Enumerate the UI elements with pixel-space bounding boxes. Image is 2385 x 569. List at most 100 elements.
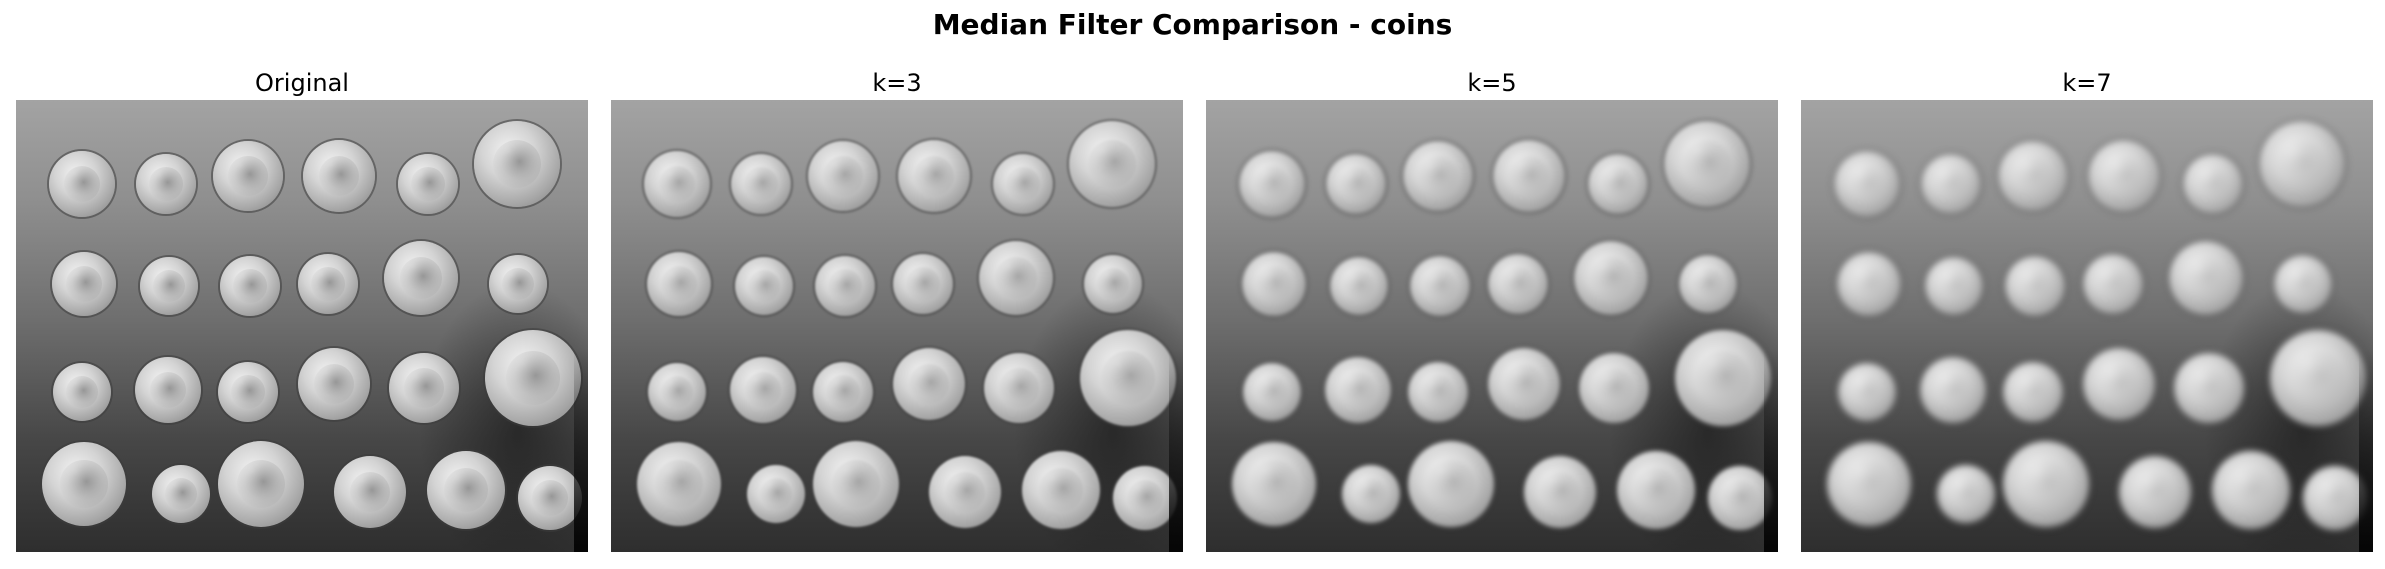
coin [1113,466,1177,530]
coin [2270,330,2366,426]
panel-original: Original [16,66,588,552]
coin [735,257,793,315]
coin [152,465,210,523]
coin [1524,456,1596,528]
coin [2274,255,2332,313]
coin [730,357,796,423]
coin [1488,348,1560,420]
coin [398,154,458,214]
coin [1588,154,1648,214]
coin [389,353,459,423]
coin [2259,121,2345,207]
coin [1408,362,1468,422]
coin [2003,362,2063,422]
coin [1242,252,1306,316]
coin [893,348,965,420]
coin [1998,141,2068,211]
coin [993,154,1053,214]
coin [2303,466,2367,530]
coin [218,362,278,422]
coin [1239,151,1305,217]
coin [1708,466,1772,530]
coin [2212,451,2290,529]
coin [1326,154,1386,214]
panel-k3: k=3 [611,66,1183,552]
coin [1243,363,1301,421]
coin [1232,442,1316,526]
coins-image [611,100,1183,552]
coin [637,442,721,526]
coin [929,456,1001,528]
coin [298,348,370,420]
coin [1579,353,1649,423]
coin [1069,121,1155,207]
figure-title: Median Filter Comparison - coins [932,8,1453,41]
coin [49,151,115,217]
coin [485,330,581,426]
coin [2183,154,2243,214]
coin [1574,241,1648,315]
coin [1022,451,1100,529]
coin [53,363,111,421]
panel-k5: k=5 [1206,66,1778,552]
coin [644,151,710,217]
coin [647,252,711,316]
coin [218,441,304,527]
coin [1403,141,1473,211]
coin [2088,140,2160,212]
coin [303,140,375,212]
coin [1834,151,1900,217]
coin [518,466,582,530]
coins-image [1206,100,1778,552]
coin [808,141,878,211]
coin [1080,330,1176,426]
panel-title: Original [255,69,349,97]
coin [1837,252,1901,316]
coin [1488,254,1548,314]
coin [898,140,970,212]
coin [648,363,706,421]
coin [140,257,198,315]
coin [1827,442,1911,526]
coin [1937,465,1995,523]
coin [42,442,126,526]
coin [52,252,116,316]
coin [1617,451,1695,529]
coin [427,451,505,529]
coin [815,256,875,316]
coin [979,241,1053,315]
panel-k7: k=7 [1801,66,2373,552]
coin [1084,255,1142,313]
coin [298,254,358,314]
coin [1410,256,1470,316]
coin [813,441,899,527]
coin [731,154,791,214]
coin [813,362,873,422]
coins-image [16,100,588,552]
coins-image [1801,100,2373,552]
coin [1342,465,1400,523]
coin [893,254,953,314]
coin [1925,257,1983,315]
coin [474,121,560,207]
coin [1664,121,1750,207]
coin [2003,441,2089,527]
coin [135,357,201,423]
coin [334,456,406,528]
coin [1408,441,1494,527]
coin [1679,255,1737,313]
coin [2119,456,2191,528]
coin [1493,140,1565,212]
coin [2174,353,2244,423]
coin [489,255,547,313]
coin [1838,363,1896,421]
coin [2083,348,2155,420]
coin [2005,256,2065,316]
coin [384,241,458,315]
coin [1921,154,1981,214]
coin [1675,330,1771,426]
coin [2083,254,2143,314]
panel-title: k=5 [1467,69,1517,97]
coin [213,141,283,211]
coin [2169,241,2243,315]
